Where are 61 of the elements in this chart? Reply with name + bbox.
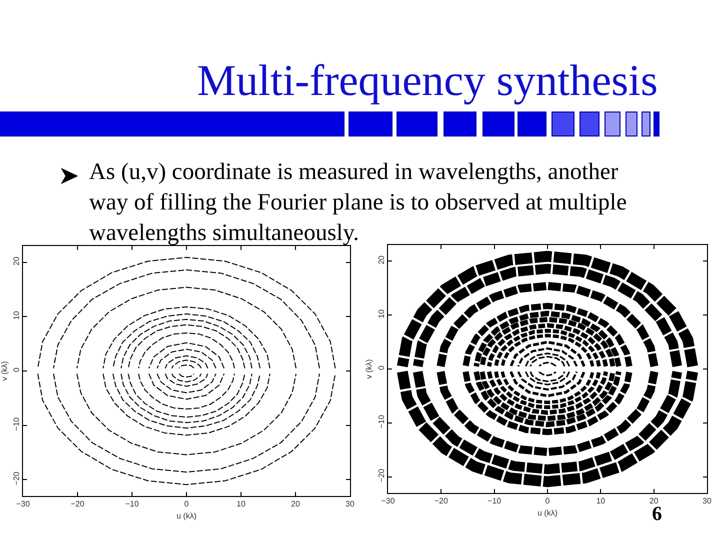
line-series (120, 373, 252, 424)
line-series (164, 355, 208, 369)
line-series (171, 360, 202, 369)
y-tick-label: −10 (376, 414, 386, 428)
line-series (138, 332, 235, 369)
chart-title: Multi-frequency synthesis (197, 56, 658, 105)
line-series (76, 286, 297, 369)
y-axis-title: v (kλ) (0, 360, 9, 381)
y-tick-label: 0 (12, 367, 21, 372)
x-tick-label: −10 (125, 500, 140, 509)
line-series (128, 373, 246, 418)
y-tick-label: −20 (376, 468, 386, 482)
y-tick-label: 10 (376, 308, 386, 318)
line-series (171, 373, 202, 382)
line-series (53, 373, 320, 473)
line-series (524, 370, 570, 386)
chart-subtitle: As (u,v) coordinate is measured in wavelengths, another way of filling the Fourier plane is to observed at multiple wavelengths simultaneously. (89, 159, 627, 246)
x-axis-title: u (kλ) (176, 512, 197, 521)
x-tick-label: 0 (545, 496, 550, 506)
line-series (76, 373, 297, 456)
line-series (53, 269, 320, 369)
line-series (156, 348, 216, 369)
x-tick-label: 20 (649, 496, 659, 506)
y-tick-label: −10 (12, 416, 21, 431)
line-series (517, 370, 578, 391)
line-series (509, 370, 586, 398)
line-series (102, 373, 270, 436)
x-tick-label: 10 (236, 500, 246, 509)
line-series (517, 347, 578, 368)
line-series (128, 324, 246, 369)
line-series (37, 373, 336, 486)
x-tick-label: 30 (702, 496, 712, 506)
line-series (102, 306, 270, 369)
y-tick-label: 20 (12, 256, 21, 266)
x-tick-label: −20 (434, 496, 448, 506)
line-series (37, 256, 336, 369)
x-tick-label: 30 (346, 500, 355, 509)
text: 6 (652, 503, 662, 525)
line-series (148, 373, 225, 400)
line-series (164, 373, 208, 387)
line-series (148, 342, 225, 369)
line-series (120, 318, 252, 369)
x-tick-label: 20 (291, 500, 300, 509)
x-axis-title: u (kλ) (538, 508, 558, 518)
x-tick-label: −30 (381, 496, 396, 506)
y-tick-label: 10 (12, 310, 21, 320)
y-tick-label: 0 (376, 365, 386, 370)
x-tick-label: −10 (488, 496, 502, 506)
line-series (138, 373, 235, 410)
y-tick-label: −20 (12, 471, 21, 486)
line-series (524, 352, 570, 368)
x-tick-label: 10 (596, 496, 606, 506)
x-tick-label: 0 (184, 500, 190, 509)
line-series (112, 373, 261, 429)
x-tick-label: −20 (70, 500, 85, 509)
line-series (156, 373, 216, 394)
line-series (112, 313, 261, 369)
line-series (509, 340, 586, 368)
x-tick-label: −30 (16, 500, 30, 509)
y-tick-label: 20 (376, 254, 386, 264)
y-axis-title: v (kλ) (364, 358, 374, 379)
